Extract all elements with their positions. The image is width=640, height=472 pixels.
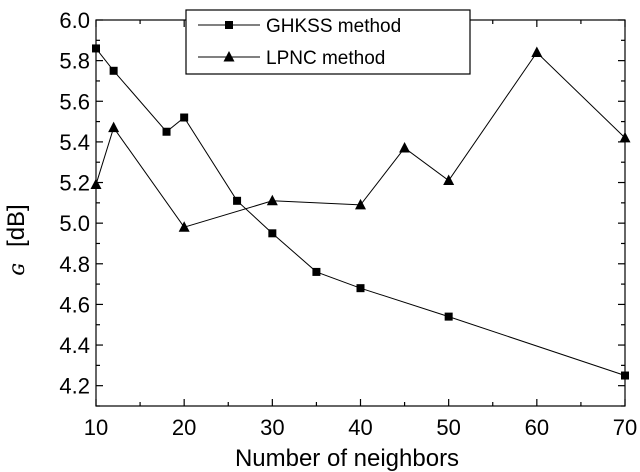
y-axis-label-symbol: ɢ bbox=[5, 263, 30, 276]
y-axis-label-unit: [dB] bbox=[3, 204, 30, 247]
legend-box bbox=[185, 9, 471, 75]
y-tick-label: 5.8 bbox=[59, 49, 90, 74]
legend-marker bbox=[225, 21, 233, 29]
y-tick-label: 6.0 bbox=[59, 8, 90, 33]
data-point bbox=[266, 194, 278, 206]
x-tick-label: 30 bbox=[260, 415, 284, 440]
data-point bbox=[180, 113, 189, 122]
y-tick-label: 5.0 bbox=[59, 211, 90, 236]
series-lpnc bbox=[90, 46, 631, 232]
plot-border bbox=[95, 19, 626, 407]
y-axis-label: ɢ [dB] bbox=[3, 204, 30, 275]
plot-frame bbox=[95, 19, 626, 407]
data-point bbox=[92, 44, 100, 53]
series-line bbox=[95, 48, 626, 377]
data-point bbox=[443, 174, 455, 185]
series-layer bbox=[90, 44, 631, 380]
y-tick-label: 4.8 bbox=[59, 252, 90, 277]
y-axis: 4.2 4.4 4.6 4.8 5.0 5.2 5.4 5.6 5.8 6.0 bbox=[59, 8, 625, 407]
data-point bbox=[444, 312, 453, 321]
legend-marker bbox=[223, 51, 235, 62]
svg-text:ɢ[dB]: ɢ [dB] bbox=[3, 204, 30, 275]
x-tick-label: 70 bbox=[613, 415, 637, 440]
data-point bbox=[399, 141, 411, 153]
y-tick-label: 5.4 bbox=[59, 130, 90, 155]
legend-entry-label: GHKSS method bbox=[266, 16, 401, 37]
data-point bbox=[108, 121, 120, 133]
data-point bbox=[109, 66, 118, 75]
data-point bbox=[531, 46, 543, 58]
data-point bbox=[619, 131, 631, 143]
y-tick-label: 4.2 bbox=[59, 374, 90, 399]
data-point bbox=[178, 221, 190, 232]
data-point bbox=[621, 371, 629, 380]
y-tick-label: 5.2 bbox=[59, 171, 90, 196]
x-tick-label: 10 bbox=[84, 415, 108, 440]
y-tick-label: 4.4 bbox=[59, 333, 90, 358]
data-point bbox=[268, 229, 277, 238]
data-point bbox=[356, 284, 365, 293]
x-axis: 10 20 30 40 50 60 70 bbox=[84, 20, 637, 440]
x-tick-label: 40 bbox=[348, 415, 372, 440]
x-tick-label: 50 bbox=[436, 415, 460, 440]
data-point bbox=[312, 267, 321, 276]
data-point bbox=[162, 127, 171, 136]
legend: GHKSS method LPNC method bbox=[185, 9, 471, 75]
x-axis-label: Number of neighbors bbox=[235, 445, 459, 472]
y-tick-label: 4.6 bbox=[59, 292, 90, 317]
x-tick-label: 60 bbox=[525, 415, 549, 440]
y-tick-label: 5.6 bbox=[59, 89, 90, 114]
data-point bbox=[355, 198, 366, 210]
legend-entry-label: LPNC method bbox=[266, 48, 385, 69]
data-point bbox=[90, 178, 102, 190]
series-ghkss bbox=[92, 44, 629, 380]
data-point bbox=[233, 196, 242, 205]
x-tick-label: 20 bbox=[172, 415, 196, 440]
